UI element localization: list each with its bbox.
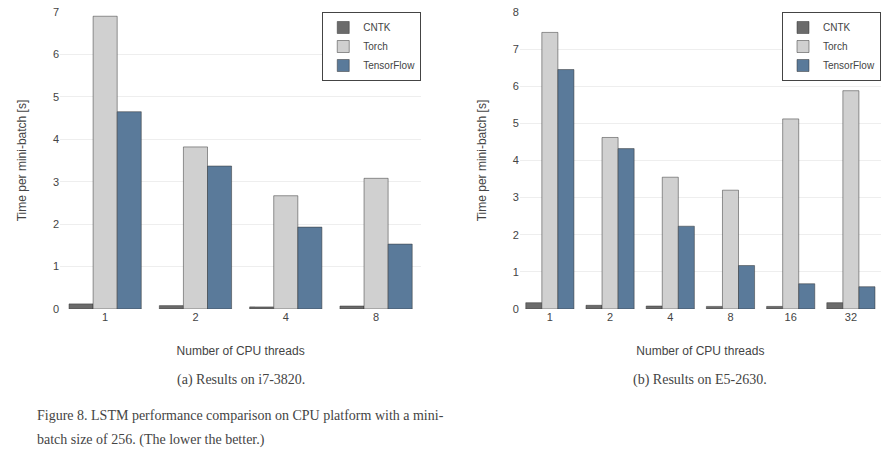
- svg-text:Time per mini-batch [s]: Time per mini-batch [s]: [475, 100, 489, 222]
- svg-text:4: 4: [513, 154, 519, 166]
- svg-text:1: 1: [513, 266, 519, 278]
- svg-text:6: 6: [53, 48, 59, 60]
- svg-text:8: 8: [513, 6, 519, 18]
- svg-text:Torch: Torch: [823, 41, 847, 52]
- svg-text:TensorFlow: TensorFlow: [363, 60, 415, 71]
- svg-text:2: 2: [53, 218, 59, 230]
- svg-text:7: 7: [513, 43, 519, 55]
- svg-text:1: 1: [53, 260, 59, 272]
- svg-text:0: 0: [513, 303, 519, 315]
- svg-text:4: 4: [53, 133, 59, 145]
- svg-text:Figure 8. LSTM performance com: Figure 8. LSTM performance comparison on…: [37, 408, 444, 423]
- svg-text:Torch: Torch: [363, 41, 387, 52]
- svg-text:3: 3: [53, 176, 59, 188]
- svg-text:CNTK: CNTK: [363, 22, 391, 33]
- svg-text:3: 3: [513, 191, 519, 203]
- svg-text:8: 8: [727, 311, 733, 323]
- svg-text:Number of CPU threads: Number of CPU threads: [636, 344, 764, 358]
- svg-text:5: 5: [513, 117, 519, 129]
- svg-text:Number of CPU threads: Number of CPU threads: [177, 344, 305, 358]
- svg-text:TensorFlow: TensorFlow: [823, 60, 875, 71]
- svg-text:batch size of 256. (The lower: batch size of 256. (The lower the better…: [37, 432, 265, 448]
- svg-text:6: 6: [513, 80, 519, 92]
- svg-text:2: 2: [607, 311, 613, 323]
- svg-text:2: 2: [192, 311, 198, 323]
- svg-text:1: 1: [547, 311, 553, 323]
- svg-text:(a) Results on i7-3820.: (a) Results on i7-3820.: [177, 372, 305, 388]
- svg-text:32: 32: [845, 311, 857, 323]
- svg-text:4: 4: [283, 311, 289, 323]
- svg-text:4: 4: [667, 311, 673, 323]
- svg-text:16: 16: [785, 311, 797, 323]
- svg-text:0: 0: [53, 303, 59, 315]
- svg-text:(b) Results on E5-2630.: (b) Results on E5-2630.: [633, 372, 767, 388]
- svg-text:2: 2: [513, 229, 519, 241]
- svg-text:5: 5: [53, 91, 59, 103]
- svg-text:8: 8: [373, 311, 379, 323]
- svg-text:Time per mini-batch [s]: Time per mini-batch [s]: [15, 100, 29, 222]
- svg-text:1: 1: [102, 311, 108, 323]
- svg-text:CNTK: CNTK: [823, 22, 851, 33]
- svg-text:7: 7: [53, 6, 59, 18]
